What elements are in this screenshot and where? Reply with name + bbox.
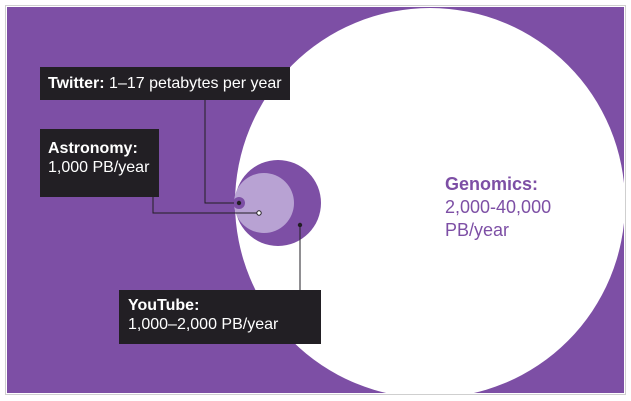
astronomy-leader-line [152, 197, 259, 214]
twitter-leader-line [204, 100, 234, 204]
youtube-label-value: 1,000–2,000 PB/year [128, 316, 279, 334]
genomics-label-value-line2: PB/year [445, 220, 510, 240]
twitter-label-name: Twitter: [48, 75, 105, 92]
genomics-label-value-line1: 2,000-40,000 [445, 197, 552, 217]
youtube-label: YouTube: 1,000–2,000 PB/year [119, 290, 321, 344]
astronomy-circle [234, 173, 294, 233]
youtube-label-name: YouTube: [128, 297, 200, 314]
twitter-label: Twitter: 1–17 petabytes per year [40, 67, 290, 100]
astronomy-label-value: 1,000 PB/year [48, 159, 150, 177]
astronomy-label-name: Astronomy: [48, 140, 138, 157]
genomics-label: Genomics: 2,000-40,000 PB/year [445, 173, 551, 242]
twitter-label-value: 1–17 petabytes per year [109, 75, 282, 92]
astronomy-leader-dot [256, 210, 262, 216]
genomics-label-name: Genomics: [445, 174, 539, 194]
data-volume-diagram: Twitter: 1–17 petabytes per year Astrono… [7, 7, 624, 393]
youtube-leader-dot [297, 222, 303, 228]
astronomy-label: Astronomy: 1,000 PB/year [40, 129, 159, 197]
genomics-circle [235, 8, 624, 393]
image-frame [5, 5, 626, 395]
twitter-leader-dot [236, 200, 242, 206]
